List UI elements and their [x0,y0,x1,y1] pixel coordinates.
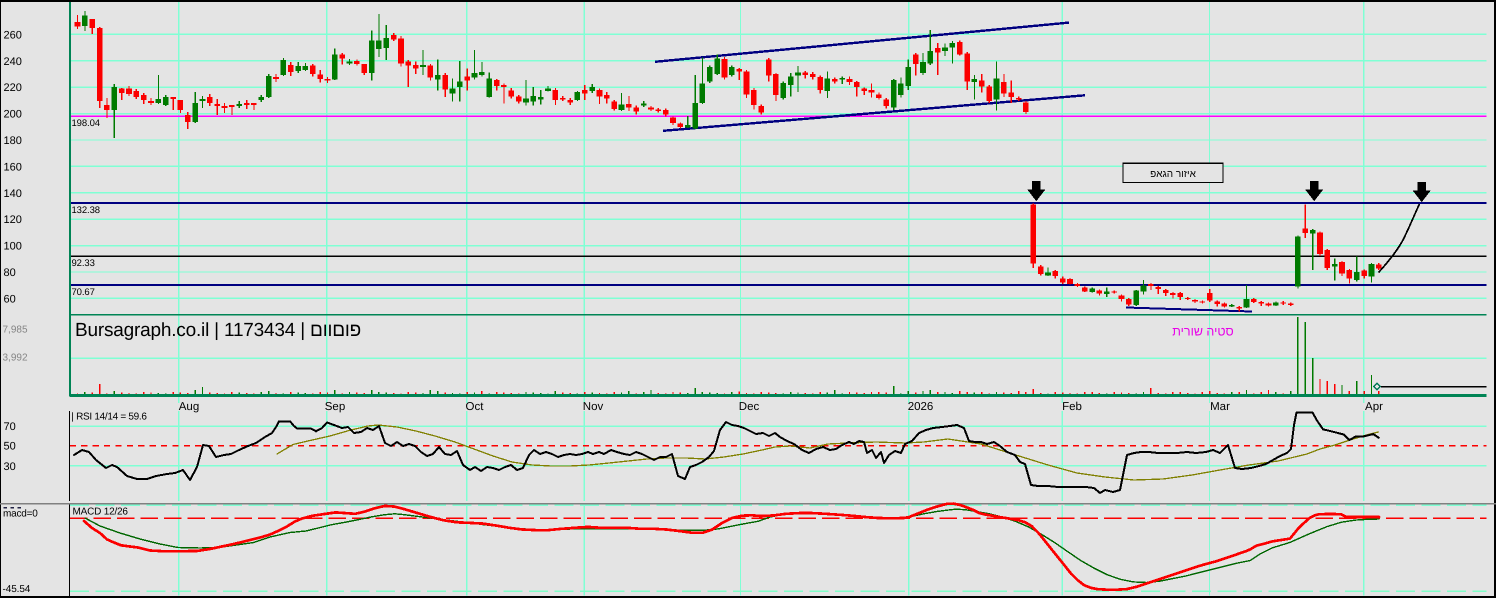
svg-text:Nov: Nov [583,401,604,413]
svg-text:Aug: Aug [179,401,199,413]
svg-text:Feb: Feb [1062,401,1082,413]
svg-text:260: 260 [4,29,22,41]
svg-text:92.33: 92.33 [72,258,95,269]
svg-text:70: 70 [4,421,16,433]
svg-text:70.67: 70.67 [72,287,95,298]
svg-text:MACD 12/26: MACD 12/26 [73,506,129,517]
svg-text:120: 120 [4,214,22,226]
svg-text:Dec: Dec [739,401,760,413]
svg-text:7,985: 7,985 [3,324,28,335]
svg-text:240: 240 [4,56,22,68]
svg-text:100: 100 [4,241,22,253]
svg-text:180: 180 [4,135,22,147]
svg-text:160: 160 [4,161,22,173]
svg-text:200: 200 [4,109,22,121]
svg-text:60: 60 [4,293,16,305]
svg-text:198.04: 198.04 [72,118,100,129]
svg-text:Apr: Apr [1365,401,1383,413]
svg-text:50: 50 [4,441,16,453]
svg-text:30: 30 [4,461,16,473]
svg-text:220: 220 [4,82,22,94]
svg-text:Bursagraph.co.il | 1173434 | פ: Bursagraph.co.il | 1173434 | פוםוום [75,320,361,341]
svg-text:132.38: 132.38 [72,205,100,216]
svg-text:Sep: Sep [325,401,345,413]
svg-text:3,992: 3,992 [3,352,28,363]
svg-text:איזור הגאפ: איזור הגאפ [1150,169,1196,180]
svg-text:Oct: Oct [466,401,485,413]
svg-text:Mar: Mar [1210,401,1230,413]
svg-text:| RSI 14/14 = 59.6: | RSI 14/14 = 59.6 [71,411,147,422]
svg-text:-45.54: -45.54 [3,584,31,595]
svg-text:macd=0: macd=0 [3,509,38,520]
svg-text:2026: 2026 [908,401,934,413]
svg-text:140: 140 [4,188,22,200]
svg-text:80: 80 [4,267,16,279]
svg-text:סטיה שורית: סטיה שורית [1172,325,1233,339]
